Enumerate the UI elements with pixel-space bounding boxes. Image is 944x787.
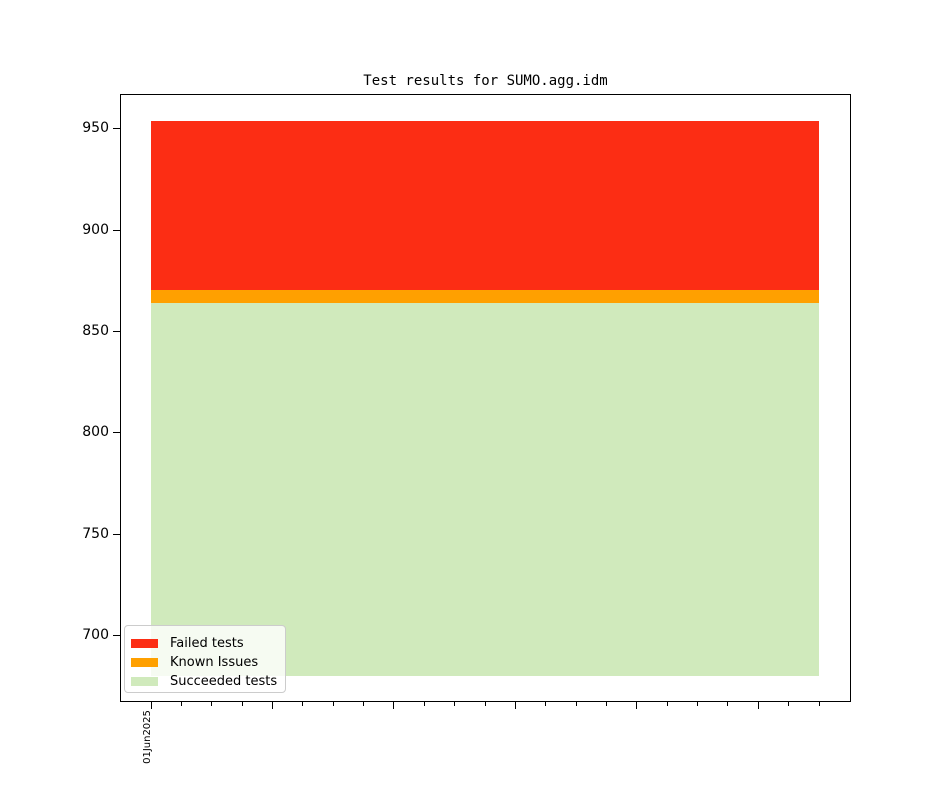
legend-swatch-known-issues [131,658,158,667]
x-tick-major [514,702,516,709]
x-tick-major [150,702,152,709]
area-known-issues [150,289,819,303]
y-tick [113,229,120,231]
area-succeeded-tests [150,302,819,676]
x-tick-major [393,702,395,709]
y-tick [113,331,120,333]
y-tick-label: 850 [82,323,109,340]
x-tick-major [636,702,638,709]
y-tick-label: 950 [82,120,109,137]
legend-swatch-succeeded-tests [131,677,158,686]
x-tick-minor [423,702,425,706]
x-tick-minor [727,702,729,706]
legend-entry-succeeded-tests: Succeeded tests [131,672,285,691]
y-tick-label: 800 [82,424,109,441]
x-tick-minor [818,702,820,706]
y-tick [113,432,120,434]
y-tick-label: 700 [82,627,109,644]
chart-title: Test results for SUMO.agg.idm [363,73,608,89]
legend-label: Succeeded tests [170,674,278,689]
legend-label: Known Issues [170,655,259,670]
x-tick-minor [605,702,607,706]
y-tick [113,635,120,637]
legend-entry-failed-tests: Failed tests [131,634,285,653]
x-tick-minor [302,702,304,706]
x-tick-label-date: 01Jun2025 [142,710,153,764]
x-tick-minor [484,702,486,706]
y-tick-label: 750 [82,525,109,542]
y-tick [113,128,120,130]
x-tick-minor [241,702,243,706]
x-tick-major [271,702,273,709]
x-tick-minor [666,702,668,706]
x-tick-minor [788,702,790,706]
x-tick-minor [211,702,213,706]
x-tick-minor [545,702,547,706]
x-tick-major [757,702,759,709]
legend-label: Failed tests [170,636,244,651]
legend-entry-known-issues: Known Issues [131,653,285,672]
x-tick-minor [332,702,334,706]
legend: Failed tests Known Issues Succeeded tests [124,625,286,693]
legend-swatch-failed-tests [131,639,158,648]
x-tick-minor [454,702,456,706]
plot-area [120,94,851,702]
x-tick-minor [697,702,699,706]
area-failed-tests [150,121,819,290]
y-tick [113,533,120,535]
x-tick-minor [363,702,365,706]
x-tick-minor [575,702,577,706]
y-tick-label: 900 [82,221,109,238]
x-tick-minor [180,702,182,706]
